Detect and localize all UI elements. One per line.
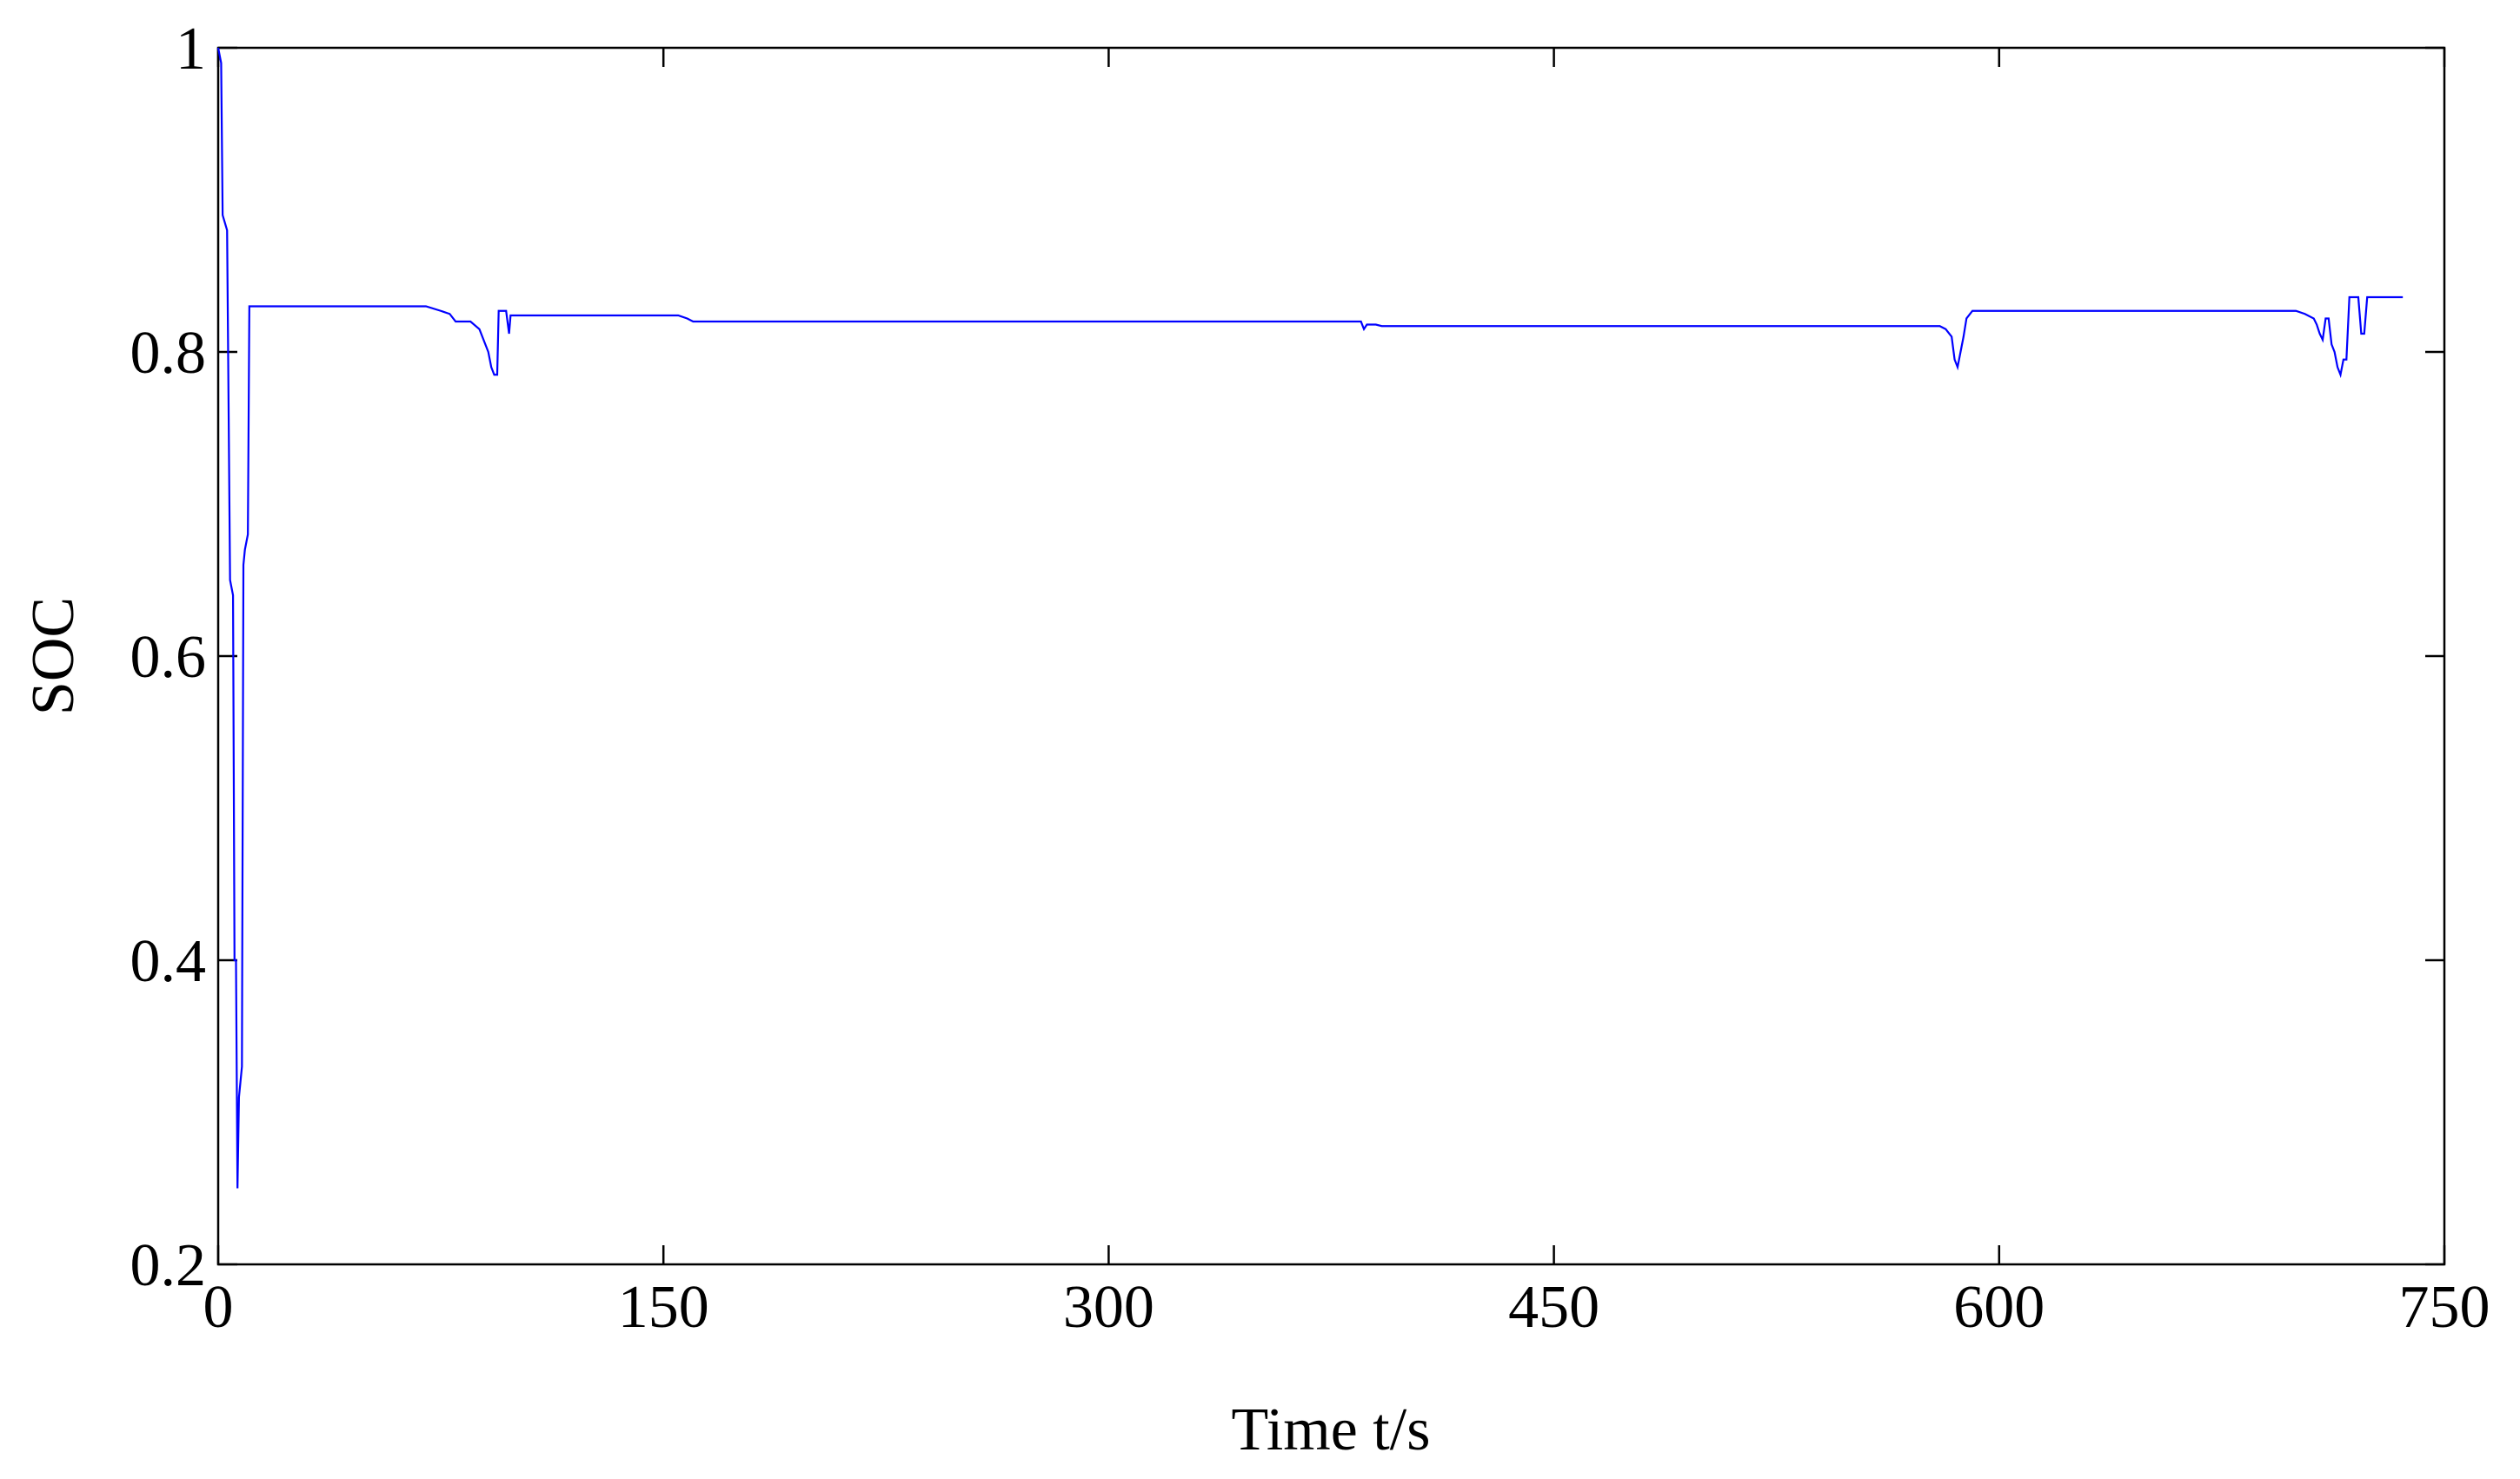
plot-frame xyxy=(216,46,2446,1266)
y-tick-label: 0.6 xyxy=(130,624,207,691)
y-axis-label: SOC xyxy=(20,597,87,715)
x-tick-label: 0 xyxy=(203,1274,234,1341)
y-tick-label: 0.4 xyxy=(130,928,207,995)
soc-line xyxy=(216,47,2404,1189)
x-tick-label: 300 xyxy=(1063,1274,1154,1341)
y-tick-label: 0.8 xyxy=(130,320,207,387)
y-tick-label: 0.2 xyxy=(130,1232,207,1299)
x-tick-label: 750 xyxy=(2399,1274,2490,1341)
x-axis-label: Time t/s xyxy=(1232,1396,1431,1463)
x-tick-label: 450 xyxy=(1508,1274,1599,1341)
y-tick-label: 1 xyxy=(176,16,206,83)
x-tick-label: 150 xyxy=(618,1274,709,1341)
x-tick-label: 600 xyxy=(1953,1274,2045,1341)
